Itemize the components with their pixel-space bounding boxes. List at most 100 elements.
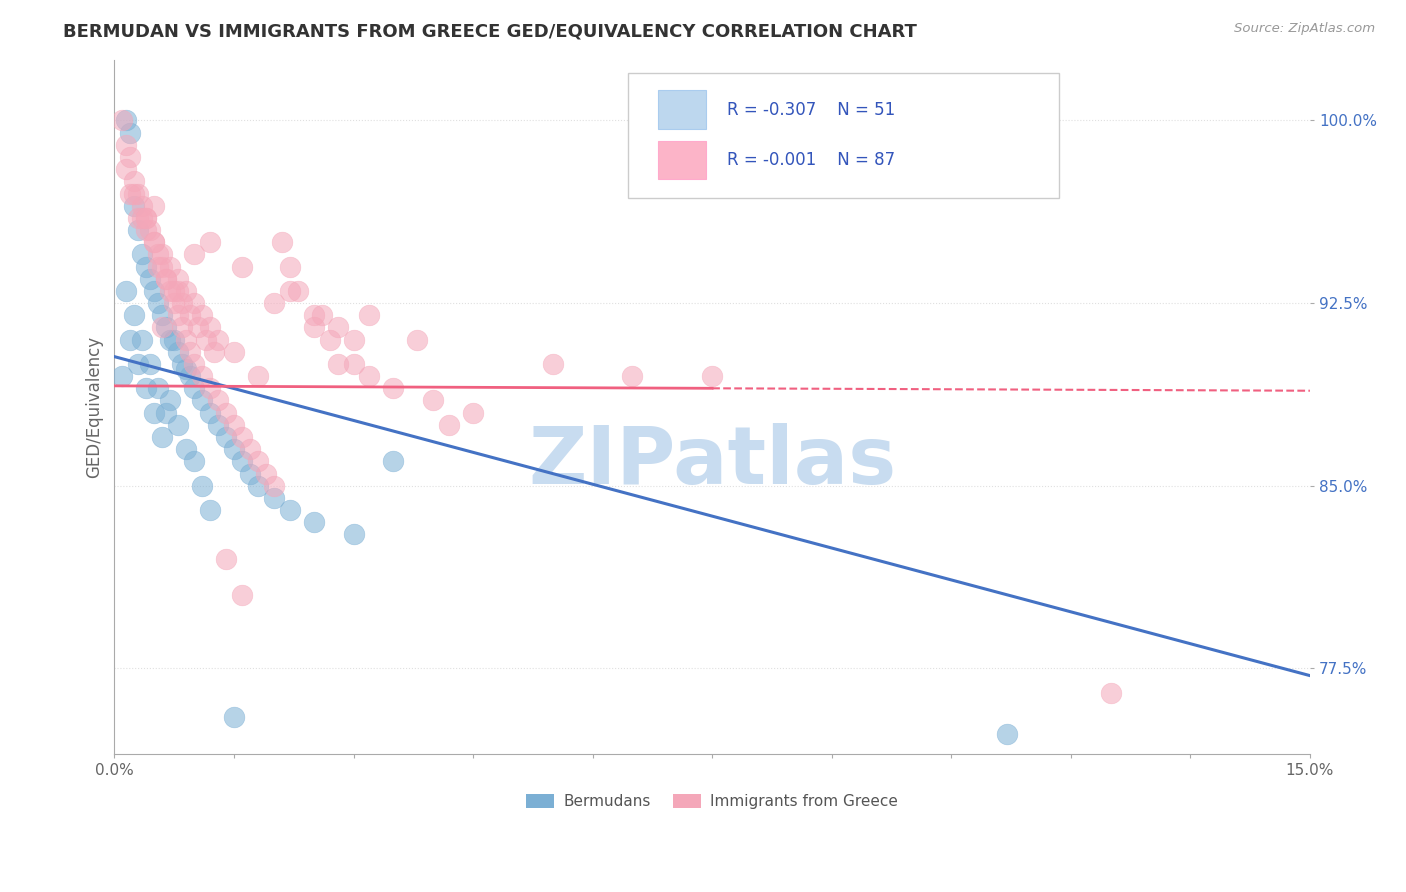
Point: [174, 442, 197, 457]
Point: [215, 430, 238, 444]
Point: [287, 284, 309, 298]
Point: [191, 393, 214, 408]
Point: [135, 381, 157, 395]
Point: [183, 381, 205, 395]
Point: [148, 260, 170, 274]
Point: [222, 442, 245, 457]
Point: [163, 296, 186, 310]
Point: [148, 247, 170, 261]
Point: [461, 406, 484, 420]
Point: [246, 478, 269, 492]
Point: [135, 260, 157, 274]
Point: [1099, 686, 1122, 700]
Point: [246, 369, 269, 384]
Point: [342, 527, 364, 541]
Point: [143, 284, 166, 298]
Point: [278, 503, 301, 517]
Point: [174, 361, 197, 376]
Point: [239, 442, 262, 457]
Point: [187, 320, 209, 334]
Point: [135, 211, 157, 225]
Point: [302, 515, 325, 529]
Point: [198, 320, 221, 334]
Point: [143, 235, 166, 250]
Point: [231, 588, 253, 602]
Point: [143, 199, 166, 213]
Point: [406, 333, 429, 347]
Point: [191, 478, 214, 492]
Point: [124, 199, 146, 213]
Point: [139, 223, 162, 237]
Point: [359, 369, 381, 384]
Point: [127, 186, 149, 201]
Point: [183, 357, 205, 371]
Point: [143, 235, 166, 250]
Point: [239, 467, 262, 481]
Point: [127, 357, 149, 371]
Point: [159, 284, 181, 298]
Point: [115, 162, 138, 177]
Point: [115, 137, 138, 152]
Point: [246, 454, 269, 468]
Point: [174, 284, 197, 298]
Point: [995, 727, 1018, 741]
Bar: [658, 141, 706, 179]
Point: [159, 333, 181, 347]
Point: [115, 284, 138, 298]
Legend: Bermudans, Immigrants from Greece: Bermudans, Immigrants from Greece: [520, 788, 904, 815]
Point: [124, 308, 146, 322]
Point: [131, 211, 153, 225]
Point: [148, 296, 170, 310]
Point: [143, 406, 166, 420]
Point: [198, 503, 221, 517]
Point: [150, 430, 173, 444]
Bar: [658, 90, 706, 128]
Point: [179, 369, 201, 384]
Point: [215, 551, 238, 566]
Point: [278, 260, 301, 274]
Point: [167, 344, 190, 359]
Text: R = -0.001    N = 87: R = -0.001 N = 87: [727, 152, 894, 169]
Point: [231, 430, 253, 444]
Point: [179, 308, 201, 322]
Point: [311, 308, 333, 322]
Point: [150, 260, 173, 274]
Point: [222, 417, 245, 432]
Point: [231, 260, 253, 274]
Point: [263, 491, 285, 505]
Point: [135, 211, 157, 225]
Point: [254, 467, 277, 481]
Point: [278, 284, 301, 298]
Point: [326, 320, 349, 334]
Point: [172, 357, 194, 371]
Point: [159, 393, 181, 408]
Point: [198, 235, 221, 250]
Point: [195, 333, 218, 347]
Point: [167, 271, 190, 285]
Point: [702, 369, 724, 384]
Point: [422, 393, 444, 408]
Text: BERMUDAN VS IMMIGRANTS FROM GREECE GED/EQUIVALENCY CORRELATION CHART: BERMUDAN VS IMMIGRANTS FROM GREECE GED/E…: [63, 22, 917, 40]
Point: [302, 308, 325, 322]
Point: [135, 223, 157, 237]
Point: [621, 369, 644, 384]
Point: [124, 186, 146, 201]
Point: [202, 344, 225, 359]
Point: [342, 333, 364, 347]
Point: [174, 333, 197, 347]
Point: [263, 478, 285, 492]
Point: [183, 247, 205, 261]
Point: [172, 320, 194, 334]
Point: [270, 235, 292, 250]
Text: ZIPatlas: ZIPatlas: [529, 423, 896, 501]
Point: [127, 211, 149, 225]
Point: [191, 369, 214, 384]
Point: [382, 454, 405, 468]
Point: [302, 320, 325, 334]
Point: [167, 308, 190, 322]
Point: [131, 333, 153, 347]
Point: [148, 381, 170, 395]
Point: [318, 333, 340, 347]
Point: [139, 271, 162, 285]
Point: [167, 284, 190, 298]
